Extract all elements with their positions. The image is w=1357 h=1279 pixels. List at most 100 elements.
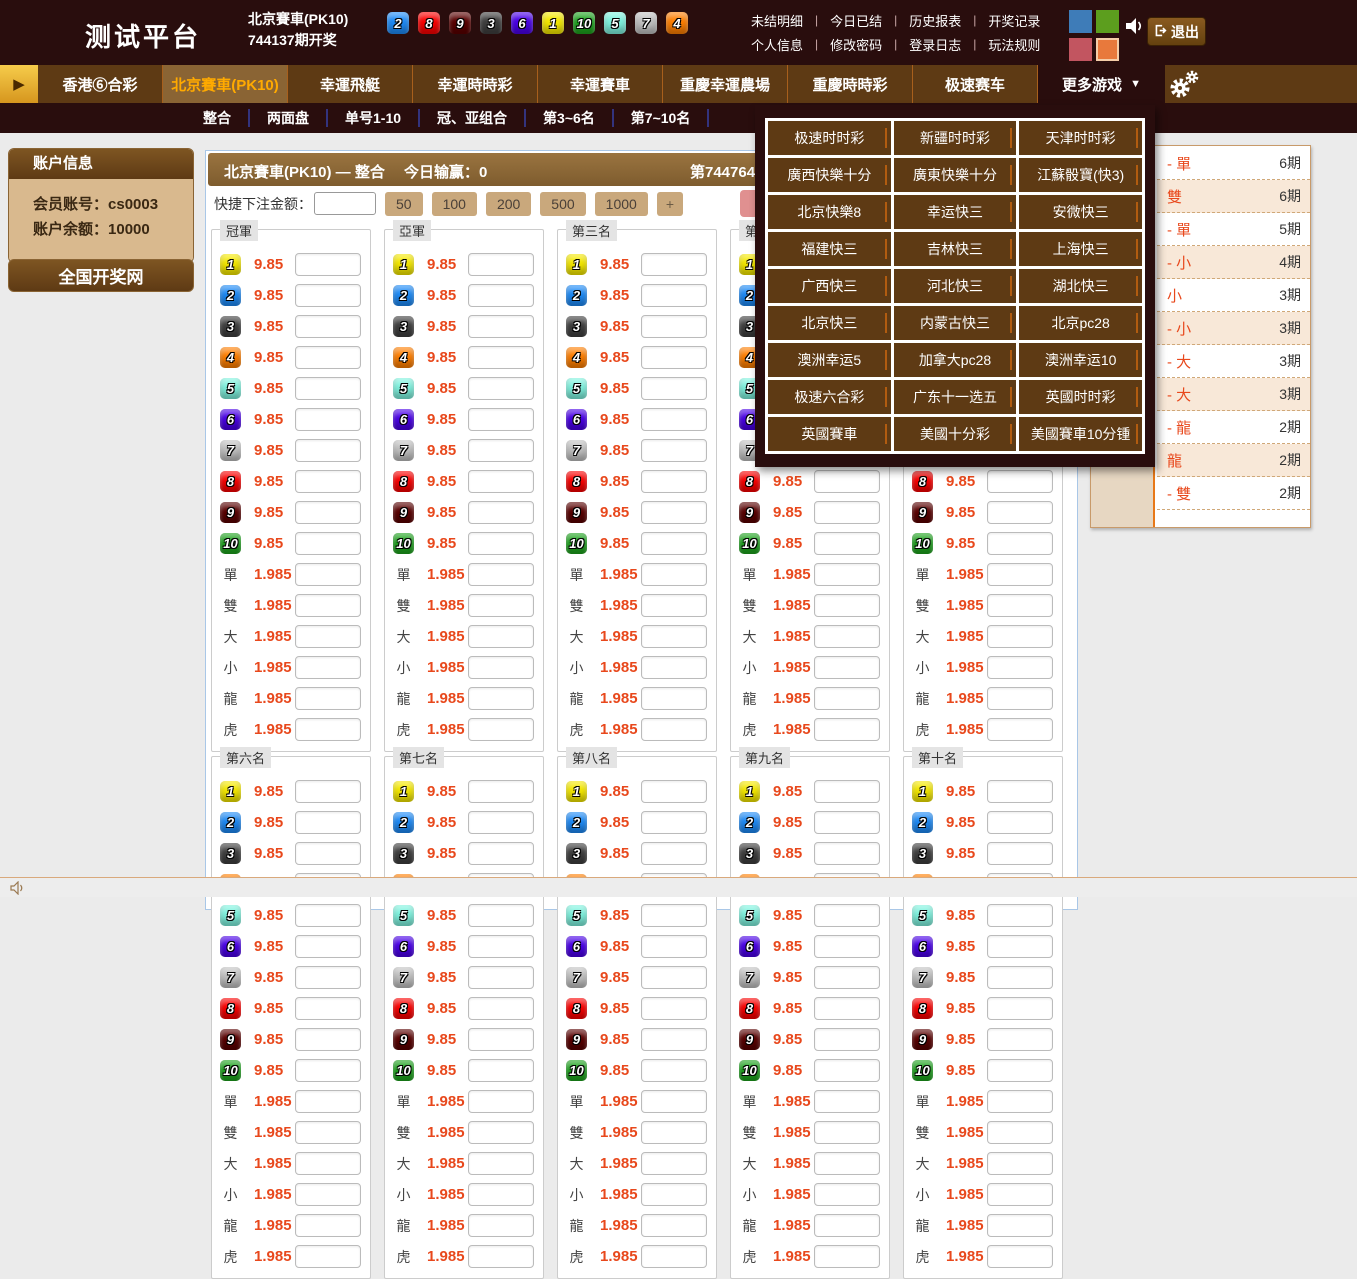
bet-amount-input[interactable]: [814, 1028, 880, 1051]
sub-tab-5[interactable]: 第3~6名: [543, 110, 595, 126]
bet-amount-input[interactable]: [987, 1121, 1053, 1144]
bet-amount-input[interactable]: [641, 811, 707, 834]
bet-amount-input[interactable]: [295, 1245, 361, 1268]
bet-amount-input[interactable]: [814, 1090, 880, 1113]
bet-amount-input[interactable]: [987, 935, 1053, 958]
bet-amount-input[interactable]: [468, 1152, 534, 1175]
bet-amount-input[interactable]: [468, 842, 534, 865]
bet-amount-input[interactable]: [641, 532, 707, 555]
nav-tab-3[interactable]: 幸運飛艇: [288, 65, 413, 103]
quick-amount-button-1000[interactable]: 1000: [594, 191, 648, 216]
bet-amount-input[interactable]: [814, 811, 880, 834]
bet-amount-input[interactable]: [814, 687, 880, 710]
bet-amount-input[interactable]: [468, 656, 534, 679]
header-link-3[interactable]: 历史报表: [909, 13, 962, 29]
quick-amount-button-50[interactable]: 50: [385, 191, 423, 216]
bet-amount-input[interactable]: [987, 780, 1053, 803]
bet-amount-input[interactable]: [814, 1121, 880, 1144]
bet-amount-input[interactable]: [641, 904, 707, 927]
sub-tab-1[interactable]: 整合: [203, 110, 231, 126]
bet-amount-input[interactable]: [987, 501, 1053, 524]
bet-amount-input[interactable]: [987, 594, 1053, 617]
bet-amount-input[interactable]: [641, 1028, 707, 1051]
bet-amount-input[interactable]: [295, 346, 361, 369]
header-link-4[interactable]: 玩法规则: [988, 37, 1041, 53]
bet-amount-input[interactable]: [468, 1028, 534, 1051]
more-game-item-17[interactable]: 内蒙古快三: [893, 306, 1017, 340]
logout-button[interactable]: 退出: [1147, 17, 1206, 46]
national-lottery-site-button[interactable]: 全国开奖网: [8, 259, 194, 292]
bet-amount-input[interactable]: [641, 1245, 707, 1268]
bet-amount-input[interactable]: [468, 1245, 534, 1268]
bet-amount-input[interactable]: [295, 1152, 361, 1175]
bet-amount-input[interactable]: [641, 780, 707, 803]
bet-amount-input[interactable]: [987, 1245, 1053, 1268]
more-game-item-9[interactable]: 安微快三: [1019, 195, 1142, 229]
quick-bet-amount-input[interactable]: [314, 192, 376, 215]
bet-amount-input[interactable]: [987, 842, 1053, 865]
bet-amount-input[interactable]: [987, 1028, 1053, 1051]
bet-amount-input[interactable]: [641, 439, 707, 462]
bet-amount-input[interactable]: [295, 408, 361, 431]
more-game-item-14[interactable]: 河北快三: [893, 269, 1017, 303]
bet-amount-input[interactable]: [814, 532, 880, 555]
bet-amount-input[interactable]: [641, 408, 707, 431]
bet-amount-input[interactable]: [641, 315, 707, 338]
bet-amount-input[interactable]: [468, 532, 534, 555]
more-game-item-26[interactable]: 美國十分彩: [893, 417, 1017, 451]
bet-amount-input[interactable]: [295, 563, 361, 586]
bet-amount-input[interactable]: [641, 1059, 707, 1082]
bet-amount-input[interactable]: [814, 1059, 880, 1082]
sub-tab-6[interactable]: 第7~10名: [630, 110, 691, 126]
more-game-item-23[interactable]: 广东十一选五: [893, 380, 1017, 414]
bet-amount-input[interactable]: [295, 842, 361, 865]
more-game-item-25[interactable]: 英國賽車: [768, 417, 891, 451]
bet-amount-input[interactable]: [468, 284, 534, 307]
bet-amount-input[interactable]: [468, 718, 534, 741]
bet-amount-input[interactable]: [468, 687, 534, 710]
sub-tab-2[interactable]: 两面盘: [267, 110, 309, 126]
more-game-item-18[interactable]: 北京pc28: [1019, 306, 1142, 340]
bet-amount-input[interactable]: [295, 439, 361, 462]
sidebar-collapse-arrow-icon[interactable]: ▶: [0, 65, 38, 103]
bet-amount-input[interactable]: [641, 842, 707, 865]
quick-amount-button-500[interactable]: 500: [540, 191, 586, 216]
bet-amount-input[interactable]: [468, 1121, 534, 1144]
more-game-item-5[interactable]: 廣東快樂十分: [893, 158, 1017, 192]
more-game-item-8[interactable]: 幸运快三: [893, 195, 1017, 229]
more-game-item-10[interactable]: 福建快三: [768, 232, 891, 266]
more-game-item-21[interactable]: 澳洲幸运10: [1019, 343, 1142, 377]
bet-amount-input[interactable]: [641, 1152, 707, 1175]
bet-amount-input[interactable]: [295, 532, 361, 555]
bet-amount-input[interactable]: [641, 997, 707, 1020]
bet-amount-input[interactable]: [641, 253, 707, 276]
bet-amount-input[interactable]: [641, 935, 707, 958]
bet-amount-input[interactable]: [295, 780, 361, 803]
bet-amount-input[interactable]: [295, 656, 361, 679]
theme-square-2[interactable]: [1096, 10, 1119, 33]
bet-amount-input[interactable]: [814, 1245, 880, 1268]
bet-amount-input[interactable]: [641, 346, 707, 369]
more-game-item-1[interactable]: 极速时时彩: [768, 121, 891, 155]
bet-amount-input[interactable]: [641, 470, 707, 493]
bet-amount-input[interactable]: [295, 1090, 361, 1113]
nav-tab-1[interactable]: 香港⑥合彩: [38, 65, 163, 103]
bet-amount-input[interactable]: [814, 594, 880, 617]
bet-amount-input[interactable]: [987, 1214, 1053, 1237]
bet-amount-input[interactable]: [468, 966, 534, 989]
bet-amount-input[interactable]: [641, 1214, 707, 1237]
bet-amount-input[interactable]: [641, 1183, 707, 1206]
bet-amount-input[interactable]: [641, 563, 707, 586]
bet-amount-input[interactable]: [468, 997, 534, 1020]
quick-amount-button-100[interactable]: 100: [431, 191, 477, 216]
bet-amount-input[interactable]: [295, 687, 361, 710]
bet-amount-input[interactable]: [468, 1183, 534, 1206]
bet-amount-input[interactable]: [295, 625, 361, 648]
bet-amount-input[interactable]: [641, 966, 707, 989]
bet-amount-input[interactable]: [295, 253, 361, 276]
bet-amount-input[interactable]: [295, 1028, 361, 1051]
bet-amount-input[interactable]: [987, 656, 1053, 679]
nav-tab-8[interactable]: 极速赛车: [913, 65, 1038, 103]
bet-amount-input[interactable]: [468, 563, 534, 586]
bet-amount-input[interactable]: [295, 284, 361, 307]
